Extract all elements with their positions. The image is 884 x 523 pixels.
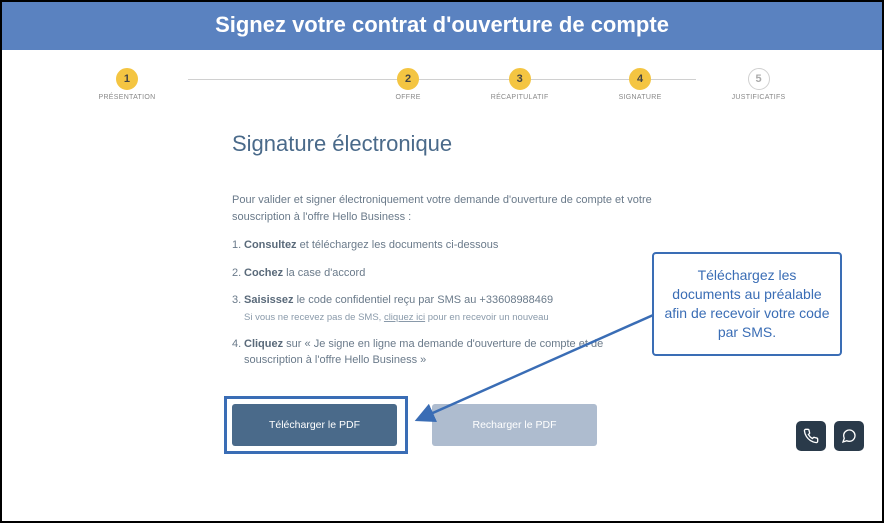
progress-stepper: 1 PRÉSENTATION 2 OFFRE 3 RÉCAPITULATIF 4… <box>2 68 882 101</box>
reload-pdf-button[interactable]: Recharger le PDF <box>432 404 597 446</box>
callout-text: Téléchargez les documents au préalable a… <box>665 267 830 340</box>
button-row: Télécharger le PDF Recharger le PDF <box>232 404 662 446</box>
main-content: Signature électronique Pour valider et s… <box>2 101 662 446</box>
step-label-4: SIGNATURE <box>619 94 662 101</box>
resend-sms-link[interactable]: cliquez ici <box>384 312 425 323</box>
step-presentation: 1 PRÉSENTATION <box>98 68 155 101</box>
step-recapitulatif: 3 RÉCAPITULATIF <box>491 68 549 101</box>
step-justificatifs: 5 JUSTIFICATIFS <box>732 68 786 101</box>
instruction-item-1: 1. Consultez et téléchargez les document… <box>232 237 652 254</box>
instruction-item-3: 3. Saisissez le code confidentiel reçu p… <box>232 292 652 325</box>
phone-icon-button[interactable] <box>796 421 826 451</box>
phone-icon <box>803 428 819 444</box>
chat-icon-button[interactable] <box>834 421 864 451</box>
step-circle-4: 4 <box>629 68 651 90</box>
download-pdf-button[interactable]: Télécharger le PDF <box>232 404 397 446</box>
callout-box: Téléchargez les documents au préalable a… <box>652 252 842 356</box>
step-circle-1: 1 <box>116 68 138 90</box>
floating-actions <box>796 421 864 451</box>
step-circle-5: 5 <box>748 68 770 90</box>
chat-icon <box>841 428 857 444</box>
step-label-1: PRÉSENTATION <box>98 94 155 101</box>
instructions-list: 1. Consultez et téléchargez les document… <box>232 237 652 369</box>
step-label-3: RÉCAPITULATIF <box>491 94 549 101</box>
sms-resend-note: Si vous ne recevez pas de SMS, cliquez i… <box>244 311 652 325</box>
step-label-2: OFFRE <box>395 94 420 101</box>
step-signature: 4 SIGNATURE <box>619 68 662 101</box>
instruction-item-4: 4. Cliquez sur « Je signe en ligne ma de… <box>232 336 652 369</box>
intro-text: Pour valider et signer électroniquement … <box>232 192 652 225</box>
page-title: Signature électronique <box>232 131 662 157</box>
instruction-item-2: 2. Cochez la case d'accord <box>232 265 652 282</box>
step-circle-3: 3 <box>509 68 531 90</box>
header-banner: Signez votre contrat d'ouverture de comp… <box>2 2 882 50</box>
banner-title: Signez votre contrat d'ouverture de comp… <box>215 12 669 37</box>
step-circle-2: 2 <box>397 68 419 90</box>
step-offre: 2 OFFRE <box>395 68 420 101</box>
step-label-5: JUSTIFICATIFS <box>732 94 786 101</box>
